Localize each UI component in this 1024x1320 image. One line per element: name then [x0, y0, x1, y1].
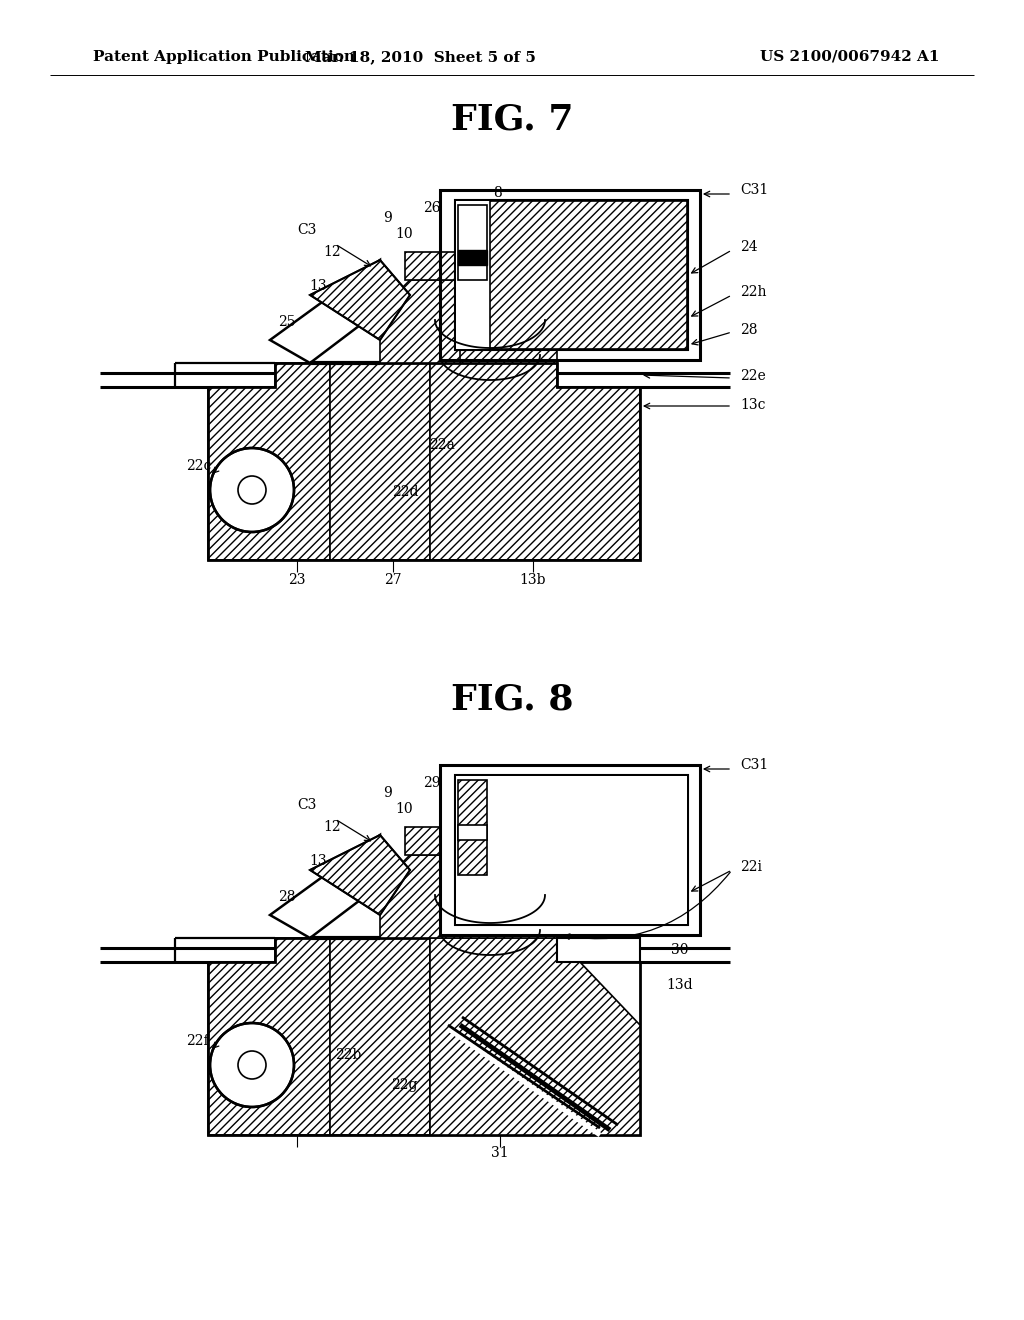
- Text: 22a: 22a: [429, 438, 455, 451]
- Text: US 2100/0067942 A1: US 2100/0067942 A1: [760, 50, 939, 63]
- Polygon shape: [380, 280, 490, 363]
- Text: 13c: 13c: [740, 399, 766, 412]
- Text: 29: 29: [423, 776, 440, 789]
- Polygon shape: [460, 252, 557, 363]
- Text: 13: 13: [309, 854, 327, 869]
- Polygon shape: [440, 766, 700, 935]
- Text: 22h: 22h: [740, 285, 767, 300]
- Text: 13b: 13b: [520, 573, 546, 587]
- Text: 26: 26: [423, 201, 440, 215]
- Text: 23: 23: [288, 573, 306, 587]
- Circle shape: [210, 1023, 294, 1107]
- Text: 28: 28: [279, 890, 296, 904]
- Text: 10: 10: [395, 803, 413, 816]
- Polygon shape: [458, 249, 487, 265]
- Polygon shape: [490, 201, 687, 348]
- Polygon shape: [330, 363, 430, 560]
- Text: C31: C31: [740, 183, 768, 197]
- Text: FIG. 7: FIG. 7: [451, 103, 573, 137]
- Text: 22f: 22f: [186, 1034, 209, 1048]
- Text: 9: 9: [384, 785, 392, 800]
- Polygon shape: [557, 939, 640, 962]
- Polygon shape: [458, 205, 487, 280]
- Text: Patent Application Publication: Patent Application Publication: [93, 50, 355, 63]
- Text: 12: 12: [324, 820, 341, 834]
- Text: 24: 24: [740, 240, 758, 253]
- Text: FIG. 8: FIG. 8: [451, 682, 573, 717]
- Text: 27: 27: [384, 573, 401, 587]
- Text: 25: 25: [279, 315, 296, 329]
- Text: 9: 9: [384, 211, 392, 224]
- Polygon shape: [208, 363, 330, 560]
- Text: 12: 12: [324, 246, 341, 259]
- Polygon shape: [456, 776, 687, 924]
- Polygon shape: [270, 260, 380, 363]
- Polygon shape: [460, 828, 557, 939]
- Polygon shape: [456, 201, 687, 348]
- Polygon shape: [430, 363, 640, 560]
- Text: C3: C3: [297, 223, 316, 238]
- Text: 30: 30: [672, 942, 689, 957]
- Text: 31: 31: [492, 1146, 509, 1160]
- Polygon shape: [458, 825, 487, 840]
- Text: 22b: 22b: [335, 1048, 361, 1063]
- Text: 13: 13: [309, 279, 327, 293]
- Polygon shape: [310, 260, 410, 341]
- Text: 13d: 13d: [667, 978, 693, 993]
- Polygon shape: [430, 939, 640, 1135]
- Text: 28: 28: [740, 323, 758, 337]
- Polygon shape: [310, 836, 410, 915]
- Text: C31: C31: [740, 758, 768, 772]
- Polygon shape: [406, 252, 460, 280]
- Polygon shape: [430, 939, 640, 1135]
- Text: 22g: 22g: [391, 1078, 417, 1092]
- Polygon shape: [330, 939, 430, 1135]
- Text: 22e: 22e: [740, 370, 766, 383]
- Text: 22d: 22d: [392, 484, 418, 499]
- Text: Mar. 18, 2010  Sheet 5 of 5: Mar. 18, 2010 Sheet 5 of 5: [304, 50, 536, 63]
- Polygon shape: [458, 780, 487, 875]
- Polygon shape: [208, 939, 330, 1135]
- Polygon shape: [406, 828, 460, 855]
- Polygon shape: [270, 836, 380, 939]
- Text: 8: 8: [493, 186, 502, 201]
- Text: C3: C3: [297, 799, 316, 812]
- Circle shape: [210, 447, 294, 532]
- Text: 22i: 22i: [740, 861, 762, 874]
- Text: 22c: 22c: [186, 459, 211, 473]
- Polygon shape: [430, 939, 640, 1135]
- Polygon shape: [380, 855, 490, 939]
- Text: 10: 10: [395, 227, 413, 242]
